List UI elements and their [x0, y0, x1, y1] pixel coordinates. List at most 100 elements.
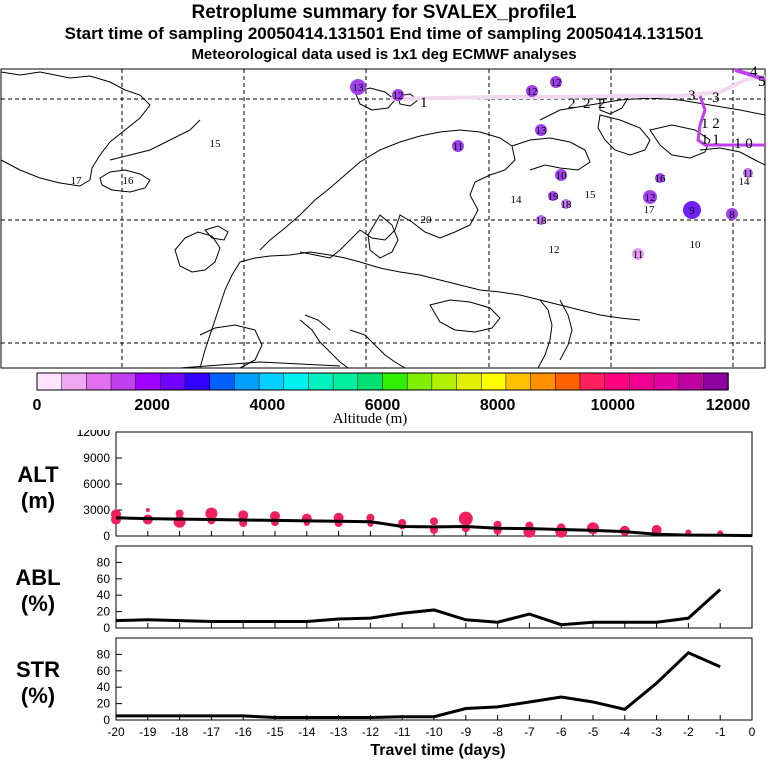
svg-text:10: 10	[556, 170, 568, 182]
timeseries-panels: ALT(m)03000600090001200012000ABL(%)02040…	[15, 430, 755, 759]
y-tick-label: 12000	[77, 430, 111, 439]
colorbar-segment	[283, 372, 310, 391]
colorbar-segment	[357, 372, 384, 391]
panel-frame	[115, 545, 753, 629]
y-tick-label: 9000	[83, 451, 110, 465]
colorbar-segment	[604, 372, 631, 391]
colorbar-segment	[258, 372, 285, 391]
trajectory-day-label: 1 1	[701, 132, 720, 148]
colorbar-segment	[505, 372, 532, 391]
colorbar-segment	[629, 372, 655, 391]
trajectory-day-label: 2	[598, 96, 606, 112]
y-tick-label: 80	[97, 647, 111, 661]
x-tick-label: -13	[330, 725, 348, 739]
svg-text:11: 11	[743, 168, 754, 180]
y-tick-label: 40	[97, 680, 111, 694]
x-tick-label: -11	[394, 725, 411, 739]
svg-text:13: 13	[353, 82, 365, 94]
altitude-dot	[205, 507, 218, 520]
trajectory-day-label: 1	[420, 95, 428, 111]
map-plume-label: 8	[726, 208, 738, 221]
y-tick-label: 0	[103, 713, 110, 727]
chart-title: Retroplume summary for SVALEX_profile1	[191, 2, 577, 23]
map-plume-label: 11	[452, 140, 464, 153]
y-tick-label: 40	[97, 588, 111, 602]
series-line	[115, 516, 753, 538]
x-tick-label: -6	[556, 725, 567, 739]
x-tick-label: -4	[619, 725, 630, 739]
panel-ylabel: ABL	[15, 565, 60, 590]
met-data-note: Meteorological data used is 1x1 deg ECMW…	[191, 46, 577, 63]
series-line	[115, 588, 722, 627]
map-plume-label: 14	[739, 176, 751, 188]
colorbar-tick: 2000	[134, 397, 170, 414]
altitude-dot	[430, 517, 438, 526]
colorbar-segment	[160, 372, 186, 391]
altitude-dot	[270, 511, 280, 522]
x-tick-label: -20	[107, 725, 125, 739]
map-plume-label: 11	[743, 168, 754, 180]
svg-text:17: 17	[71, 175, 83, 187]
y-tick-label: 0	[103, 529, 110, 543]
y-tick-label: 3000	[83, 503, 110, 517]
altitude-dot	[145, 508, 150, 512]
colorbar-segment	[184, 372, 211, 391]
colorbar-tick: 12000	[706, 397, 751, 414]
altitude-dot	[366, 513, 375, 522]
colorbar-segment	[332, 372, 359, 391]
colorbar-segment	[703, 372, 729, 391]
panel-ylabel: ALT	[17, 462, 59, 487]
svg-text:9: 9	[689, 205, 695, 217]
panel-frame	[115, 637, 753, 721]
colorbar-segment	[579, 372, 606, 391]
map-plume-label: 15	[585, 189, 597, 201]
colorbar-segment	[110, 372, 137, 391]
svg-text:10: 10	[690, 239, 702, 251]
svg-text:14: 14	[739, 176, 751, 188]
colorbar-segment	[308, 372, 334, 391]
colorbar-segment	[234, 372, 260, 391]
svg-text:16: 16	[123, 175, 135, 187]
svg-text:12: 12	[645, 192, 656, 204]
colorbar-segment	[135, 372, 162, 391]
map-plume-label: 15	[210, 138, 222, 150]
altitude-dot	[173, 515, 186, 528]
map-plume-label: 12	[549, 244, 560, 256]
x-tick-label: -18	[171, 725, 189, 739]
map-plume-label: 12	[526, 85, 538, 98]
sampling-times: Start time of sampling 20050414.131501 E…	[64, 24, 704, 43]
trajectory-day-label: 2	[583, 96, 591, 112]
map-plume-label: 13	[350, 79, 366, 95]
svg-text:19: 19	[548, 191, 560, 203]
y-tick-label: 20	[97, 697, 111, 711]
map-plume-label: 10	[690, 239, 702, 251]
map-plume-label: 17	[71, 175, 83, 187]
svg-text:8: 8	[729, 209, 735, 221]
trajectory-day-label: 3	[688, 88, 696, 104]
altitude-dot	[555, 525, 568, 538]
x-tick-label: -16	[235, 725, 253, 739]
colorbar-segment	[61, 372, 88, 391]
map-plume-label: 16	[655, 173, 667, 185]
colorbar-segment	[382, 372, 408, 391]
map-plume-label: 16	[123, 175, 135, 187]
panel-ylabel-unit: (%)	[21, 683, 55, 708]
x-tick-label: -8	[492, 725, 503, 739]
trajectory-day-label: 5	[758, 74, 766, 90]
y-tick-label: 20	[97, 605, 111, 619]
y-tick-label: 60	[97, 572, 111, 586]
svg-text:16: 16	[655, 173, 667, 185]
trajectory-day-label: 2	[568, 96, 576, 112]
trajectory-day-label: 3	[712, 90, 720, 106]
map-plume-label: 11	[632, 248, 644, 261]
colorbar-tick: 6000	[365, 397, 401, 414]
svg-text:20: 20	[421, 214, 433, 226]
x-tick-label: -12	[362, 725, 380, 739]
svg-text:15: 15	[585, 189, 597, 201]
y-tick-label: 0	[103, 621, 110, 635]
trajectory-day-label: 4	[750, 64, 758, 80]
altitude-dot	[175, 509, 184, 518]
y-tick-label: 12000	[77, 430, 111, 439]
panel-abl: ABL(%) 0 20 40 60 80	[15, 545, 753, 635]
